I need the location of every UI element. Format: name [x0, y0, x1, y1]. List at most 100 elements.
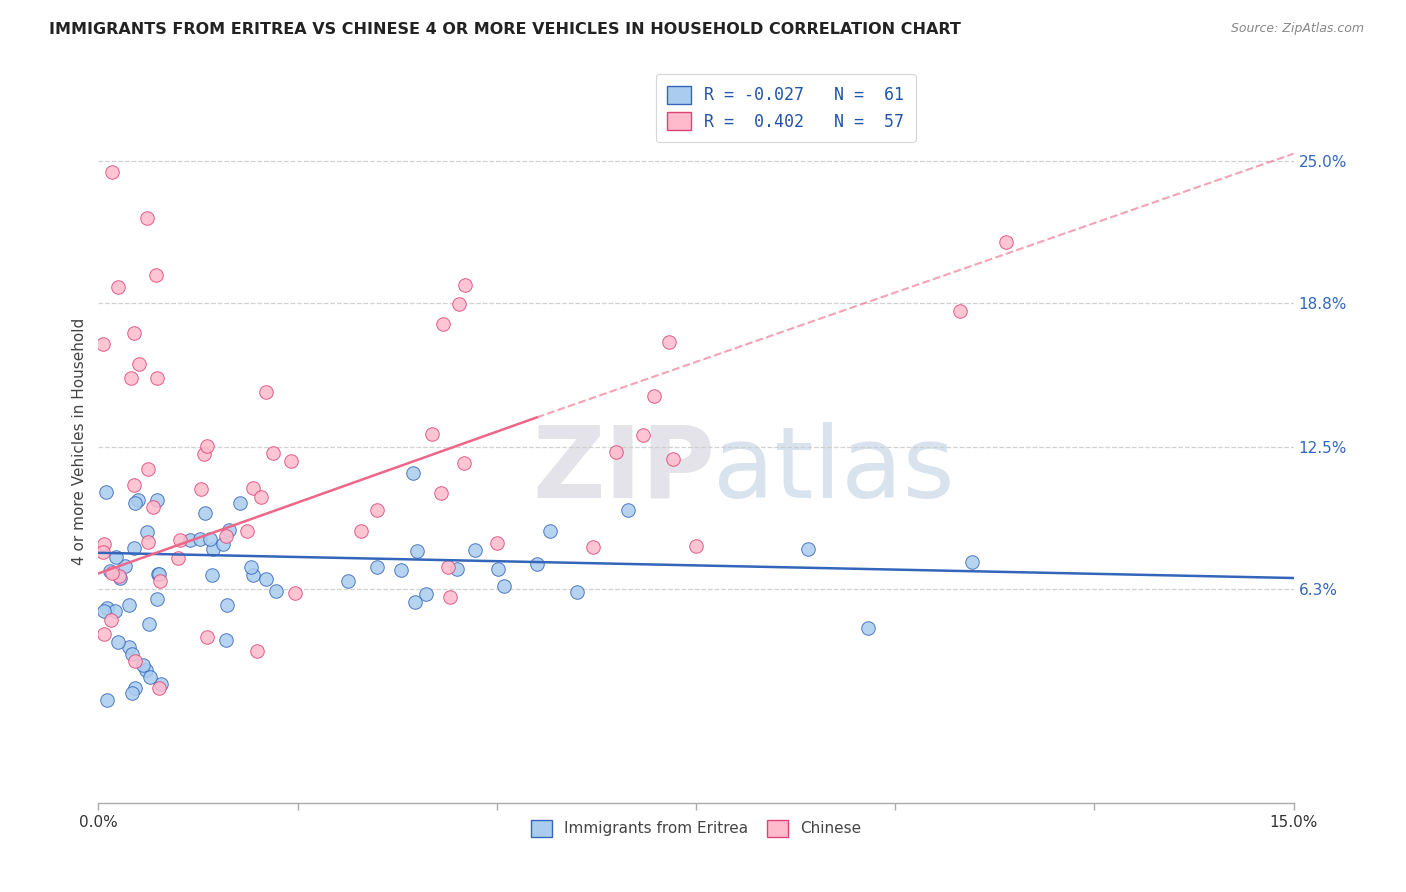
Point — [108, 571, 131, 585]
Point — [662, 451, 685, 466]
Point — [538, 524, 561, 538]
Point — [93, 604, 115, 618]
Point — [582, 540, 605, 554]
Point — [415, 587, 437, 601]
Point — [124, 653, 146, 667]
Point — [91, 337, 114, 351]
Point — [201, 542, 224, 557]
Point — [405, 544, 427, 558]
Point — [188, 532, 211, 546]
Text: ZIP: ZIP — [533, 422, 716, 519]
Point — [995, 235, 1018, 249]
Point — [453, 456, 475, 470]
Text: Source: ZipAtlas.com: Source: ZipAtlas.com — [1230, 22, 1364, 36]
Point — [215, 529, 238, 543]
Point — [402, 467, 425, 481]
Point — [122, 478, 145, 492]
Point — [142, 500, 165, 515]
Point — [228, 496, 250, 510]
Point — [107, 279, 129, 293]
Point — [446, 562, 468, 576]
Y-axis label: 4 or more Vehicles in Household: 4 or more Vehicles in Household — [72, 318, 87, 566]
Point — [254, 572, 277, 586]
Point — [145, 591, 167, 606]
Point — [148, 681, 170, 695]
Point — [437, 560, 460, 574]
Point — [215, 598, 238, 612]
Point — [107, 635, 129, 649]
Point — [135, 663, 157, 677]
Point — [167, 551, 190, 566]
Point — [91, 545, 114, 559]
Point — [169, 533, 191, 548]
Point — [246, 644, 269, 658]
Point — [121, 686, 143, 700]
Point — [463, 543, 485, 558]
Point — [136, 535, 159, 549]
Point — [122, 541, 145, 556]
Point — [93, 536, 115, 550]
Point — [264, 583, 287, 598]
Point — [960, 555, 983, 569]
Point — [145, 268, 167, 283]
Point — [132, 658, 155, 673]
Point — [104, 604, 127, 618]
Point — [149, 676, 172, 690]
Point — [449, 297, 471, 311]
Point — [350, 524, 373, 538]
Point — [617, 503, 640, 517]
Point — [494, 579, 516, 593]
Point — [124, 681, 146, 695]
Point — [486, 562, 509, 576]
Point — [389, 563, 412, 577]
Point — [145, 492, 167, 507]
Point — [420, 426, 443, 441]
Point — [114, 559, 136, 574]
Point — [485, 536, 508, 550]
Point — [526, 558, 548, 572]
Point — [856, 622, 879, 636]
Point — [120, 370, 142, 384]
Point — [98, 564, 121, 578]
Point — [336, 574, 359, 588]
Point — [262, 446, 284, 460]
Point — [136, 461, 159, 475]
Point — [366, 503, 388, 517]
Point — [212, 537, 235, 551]
Point — [439, 591, 461, 605]
Point — [254, 384, 277, 399]
Point — [121, 647, 143, 661]
Point — [430, 486, 453, 500]
Point — [236, 524, 259, 538]
Point — [100, 613, 122, 627]
Point — [148, 566, 170, 581]
Point — [195, 439, 218, 453]
Point — [128, 357, 150, 371]
Legend: Immigrants from Eritrea, Chinese: Immigrants from Eritrea, Chinese — [522, 811, 870, 846]
Point — [198, 532, 221, 546]
Point — [93, 627, 115, 641]
Point — [138, 616, 160, 631]
Point — [179, 533, 201, 547]
Text: IMMIGRANTS FROM ERITREA VS CHINESE 4 OR MORE VEHICLES IN HOUSEHOLD CORRELATION C: IMMIGRANTS FROM ERITREA VS CHINESE 4 OR … — [49, 22, 962, 37]
Point — [240, 560, 263, 574]
Point — [190, 482, 212, 496]
Point — [284, 585, 307, 599]
Point — [242, 481, 264, 495]
Point — [280, 454, 302, 468]
Point — [567, 585, 589, 599]
Point — [105, 550, 128, 565]
Point — [214, 632, 236, 647]
Point — [124, 495, 146, 509]
Point — [631, 427, 654, 442]
Point — [949, 304, 972, 318]
Point — [658, 334, 681, 349]
Point — [146, 371, 169, 385]
Point — [453, 278, 475, 293]
Point — [194, 506, 217, 520]
Point — [242, 567, 264, 582]
Point — [250, 490, 273, 504]
Point — [404, 595, 426, 609]
Point — [96, 692, 118, 706]
Point — [366, 559, 388, 574]
